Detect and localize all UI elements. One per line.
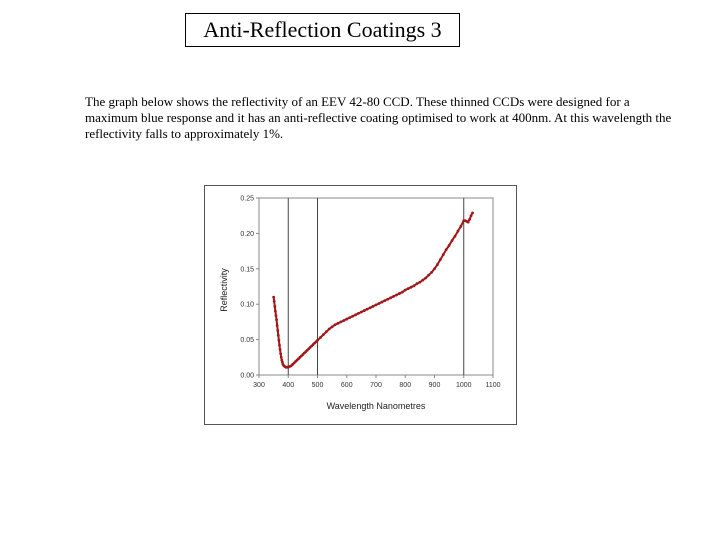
data-point	[319, 336, 322, 339]
data-point	[430, 270, 433, 274]
y-axis-label: Reflectivity	[219, 268, 229, 312]
data-point	[333, 323, 337, 327]
data-point	[459, 224, 463, 228]
reflectivity-series	[272, 211, 474, 369]
data-point	[383, 299, 387, 303]
data-point	[351, 314, 354, 318]
reflectivity-chart: 0.00 0.05 0.10 0.15 0.20 0.25 300 400 500 600 700…	[219, 196, 501, 412]
data-point	[456, 229, 460, 233]
data-point	[278, 343, 281, 347]
data-point	[279, 352, 283, 356]
data-point	[406, 287, 410, 291]
data-point	[438, 258, 442, 261]
data-point	[357, 312, 360, 315]
data-point	[345, 317, 349, 321]
plot-area	[258, 197, 494, 376]
data-point	[371, 304, 375, 308]
data-point	[418, 280, 422, 284]
data-point	[359, 310, 363, 314]
data-point	[450, 239, 454, 242]
data-point	[365, 307, 369, 311]
x-tick-label: 700	[370, 382, 382, 389]
y-tick-label: 0.20	[240, 231, 254, 238]
slide-description: The graph below shows the reflectivity o…	[85, 94, 672, 141]
data-point	[280, 358, 284, 362]
y-tick-label: 0.25	[240, 196, 254, 203]
data-point	[321, 333, 325, 337]
data-point	[468, 217, 471, 221]
data-point	[444, 248, 448, 252]
data-point	[469, 214, 473, 218]
data-point	[348, 316, 352, 320]
series-line	[272, 212, 474, 369]
data-point	[273, 309, 277, 313]
data-point	[276, 328, 280, 332]
data-point	[453, 234, 457, 238]
x-axis-ticks: 300 400 500 600 700 800 900 1000 1100	[253, 375, 501, 389]
data-point	[427, 273, 431, 277]
data-point	[368, 306, 372, 310]
data-point	[342, 319, 346, 322]
data-point	[327, 327, 331, 331]
y-tick-label: 0.15	[240, 266, 254, 273]
y-tick-label: 0.10	[240, 302, 254, 309]
data-point	[324, 330, 328, 334]
y-axis-ticks: 0.00 0.05 0.10 0.15 0.20 0.25	[240, 196, 259, 380]
data-point	[380, 300, 384, 304]
data-point	[409, 285, 413, 289]
data-point	[275, 318, 278, 322]
x-tick-label: 900	[429, 382, 441, 389]
data-point	[277, 338, 281, 342]
x-tick-label: 1000	[456, 382, 472, 389]
data-point	[398, 292, 401, 295]
reflectivity-chart-frame: 0.00 0.05 0.10 0.15 0.20 0.25 300 400 500 600 700…	[204, 185, 517, 425]
data-point	[316, 338, 319, 342]
data-point	[339, 320, 343, 324]
data-point	[377, 302, 381, 305]
plot-border	[258, 197, 494, 376]
data-point	[336, 321, 340, 325]
slide-title: Anti-Reflection Coatings 3	[185, 13, 460, 47]
x-axis-label: Wavelength Nanometres	[327, 401, 426, 411]
data-point	[272, 295, 276, 299]
data-point	[273, 304, 277, 308]
data-point	[276, 333, 280, 337]
data-point	[274, 314, 278, 317]
data-point	[415, 282, 419, 286]
data-point	[278, 348, 282, 351]
x-tick-label: 600	[341, 382, 353, 389]
data-point	[281, 360, 284, 364]
x-tick-label: 400	[282, 382, 294, 389]
data-point	[362, 309, 366, 312]
data-point	[433, 267, 436, 271]
data-point	[447, 244, 451, 247]
x-tick-label: 800	[399, 382, 411, 389]
data-point	[400, 290, 404, 294]
slide-title-text: Anti-Reflection Coatings 3	[203, 17, 442, 42]
data-point	[395, 293, 398, 297]
gridlines	[287, 198, 465, 375]
x-tick-label: 500	[312, 382, 324, 389]
data-point	[354, 313, 357, 317]
data-point	[436, 263, 439, 266]
data-point	[374, 303, 378, 307]
data-point	[330, 325, 334, 329]
x-tick-label: 1100	[485, 382, 500, 389]
data-point	[272, 299, 276, 303]
data-point	[412, 284, 416, 288]
data-point	[471, 211, 474, 215]
x-tick-label: 300	[253, 382, 265, 389]
data-point	[403, 288, 407, 292]
data-point	[392, 295, 395, 298]
data-point	[441, 253, 445, 257]
data-point	[389, 296, 393, 300]
data-point	[424, 276, 428, 280]
y-tick-label: 0.05	[240, 337, 254, 344]
data-point	[275, 324, 279, 327]
data-point	[421, 278, 425, 282]
data-point	[386, 297, 390, 301]
data-point	[466, 220, 470, 224]
y-tick-label: 0.00	[240, 373, 254, 380]
data-point	[279, 355, 283, 359]
